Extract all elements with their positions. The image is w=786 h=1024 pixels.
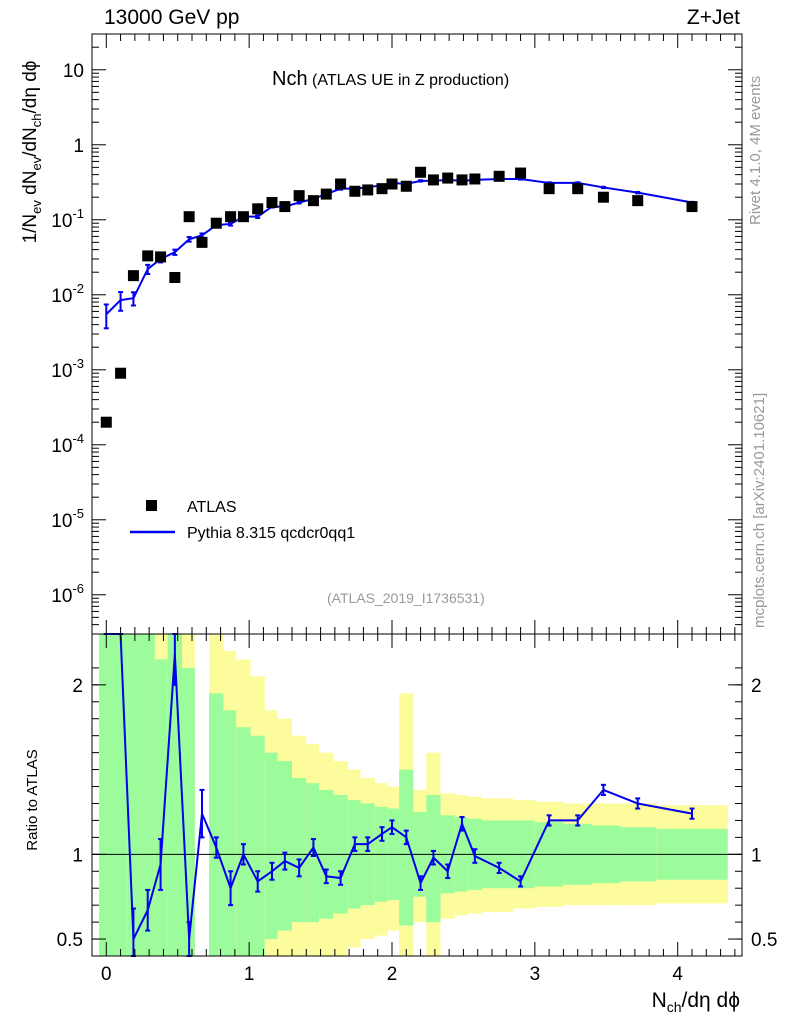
- top-panel-frame: [91, 33, 743, 635]
- top-ytick-label-3: 10-3: [51, 356, 84, 382]
- plot-title: Nch (ATLAS UE in Z production): [272, 68, 509, 91]
- atlas-data-point-34: [686, 201, 698, 213]
- top-panel-marks: [100, 166, 698, 428]
- band-inner-13: [292, 778, 307, 923]
- band-inner-3: [140, 634, 155, 956]
- legend-atlas-marker: [146, 500, 157, 511]
- xtick-label-1: 1: [244, 964, 255, 985]
- header-right-label: Z+Jet: [686, 6, 740, 29]
- atlas-data-point-18: [349, 185, 361, 197]
- top-ytick-label-7: 10: [63, 61, 84, 82]
- atlas-data-point-29: [515, 167, 527, 179]
- atlas-data-point-16: [320, 188, 332, 200]
- atlas-data-point-31: [572, 183, 584, 195]
- plot-title-main: Nch: [272, 68, 308, 90]
- band-inner-21: [399, 769, 414, 926]
- mcplots-side-label: mcplots.cern.ch [arXiv:2401.10621]: [751, 393, 768, 628]
- atlas-data-point-10: [237, 211, 249, 223]
- plot-title-sub: (ATLAS UE in Z production): [312, 72, 510, 89]
- ratio-ytick-label-right-0: 0.5: [751, 930, 777, 951]
- ratio-ytick-label-right-2: 2: [751, 676, 762, 697]
- ylabel-part-1: 1/N: [20, 214, 41, 244]
- ylabel-sub-1: ev: [29, 200, 44, 214]
- atlas-data-point-5: [169, 272, 181, 284]
- band-inner-6: [182, 667, 195, 956]
- atlas-data-point-15: [307, 195, 319, 207]
- xlabel-part-2: /dη dϕ: [682, 989, 740, 1012]
- atlas-data-point-22: [400, 180, 412, 192]
- top-ytick-label-4: 10-2: [51, 281, 84, 307]
- xtick-label-4: 4: [672, 964, 683, 985]
- atlas-data-point-13: [279, 201, 291, 213]
- top-ytick-label-1: 10-5: [51, 506, 84, 532]
- xtick-label-2: 2: [387, 964, 398, 985]
- ratio-panel-layer: [92, 633, 742, 957]
- band-inner-9: [236, 727, 251, 956]
- atlas-data-point-12: [266, 197, 278, 209]
- atlas-data-point-25: [442, 172, 454, 184]
- atlas-data-point-2: [127, 270, 139, 282]
- atlas-data-point-0: [100, 416, 112, 428]
- header-left-label: 13000 GeV pp: [104, 6, 240, 29]
- atlas-data-point-14: [293, 190, 305, 202]
- band-inner-10: [250, 735, 265, 956]
- legend: ATLAS Pythia 8.315 qcdcr0qq1: [130, 499, 355, 542]
- ratio-ytick-label-left-1: 1: [72, 845, 83, 866]
- atlas-data-point-20: [376, 183, 388, 195]
- analysis-id-label: (ATLAS_2019_I1736531): [327, 590, 485, 606]
- atlas-data-point-6: [183, 211, 195, 223]
- atlas-data-point-24: [427, 174, 439, 186]
- band-inner-1: [113, 634, 128, 956]
- ylabel-part-4: /dη dϕ: [20, 61, 41, 114]
- atlas-data-point-32: [597, 191, 609, 203]
- axis-ticks: 10-6 10-5 10-4 10-3 10-2 10-1 1 10 0.5 0.5 1 1 2 2 0 1 2…: [51, 33, 777, 985]
- ylabel-part-2: dN: [20, 171, 41, 201]
- top-ytick-label-0: 10-6: [51, 581, 84, 607]
- ylabel-sub-3: ch: [29, 113, 44, 127]
- ylabel-sub-2: ev: [29, 156, 44, 170]
- band-inner-11: [264, 752, 278, 940]
- atlas-data-point-9: [225, 211, 237, 223]
- ratio-panel-frame: [91, 633, 743, 957]
- top-y-axis-label: 1/Nev dNev/dNch/dη dϕ: [20, 61, 44, 244]
- atlas-data-point-23: [415, 166, 427, 178]
- band-inner-4: [154, 659, 168, 956]
- top-ytick-label-6: 1: [73, 136, 84, 157]
- ratio-ytick-label-right-1: 1: [751, 845, 762, 866]
- band-inner-7: [209, 693, 224, 956]
- legend-mc-label: Pythia 8.315 qcdcr0qq1: [187, 525, 355, 542]
- ratio-y-axis-label: Ratio to ATLAS: [24, 749, 41, 850]
- atlas-data-point-3: [142, 250, 154, 262]
- x-axis-label: Nch/dη dϕ: [652, 989, 740, 1015]
- band-inner-0: [99, 634, 114, 956]
- ylabel-part-3: /dN: [20, 127, 41, 157]
- xtick-label-0: 0: [101, 964, 112, 985]
- atlas-data-point-21: [386, 178, 398, 190]
- atlas-data-point-4: [155, 251, 167, 263]
- xlabel-part-1: N: [652, 989, 667, 1012]
- ratio-ytick-label-left-0: 0.5: [57, 930, 83, 951]
- top-ytick-label-5: 10-1: [51, 206, 84, 232]
- legend-atlas-label: ATLAS: [187, 499, 237, 516]
- atlas-data-point-26: [456, 174, 468, 186]
- xlabel-sub: ch: [667, 999, 682, 1015]
- atlas-data-point-7: [196, 236, 208, 248]
- atlas-data-point-17: [335, 178, 347, 190]
- atlas-data-point-33: [632, 195, 644, 207]
- band-inner-8: [223, 710, 237, 956]
- top-ytick-label-2: 10-4: [51, 431, 84, 457]
- atlas-data-point-19: [362, 184, 374, 196]
- atlas-data-point-8: [210, 217, 222, 229]
- ratio-ytick-label-left-2: 2: [72, 676, 83, 697]
- atlas-data-point-1: [115, 367, 127, 379]
- rivet-side-label: Rivet 4.1.0, 4M events: [747, 76, 764, 225]
- band-inner-12: [277, 761, 292, 931]
- atlas-data-point-27: [469, 173, 481, 185]
- xtick-label-3: 3: [530, 964, 541, 985]
- atlas-data-point-11: [252, 203, 264, 215]
- atlas-data-point-28: [493, 170, 505, 182]
- atlas-data-point-30: [543, 183, 555, 195]
